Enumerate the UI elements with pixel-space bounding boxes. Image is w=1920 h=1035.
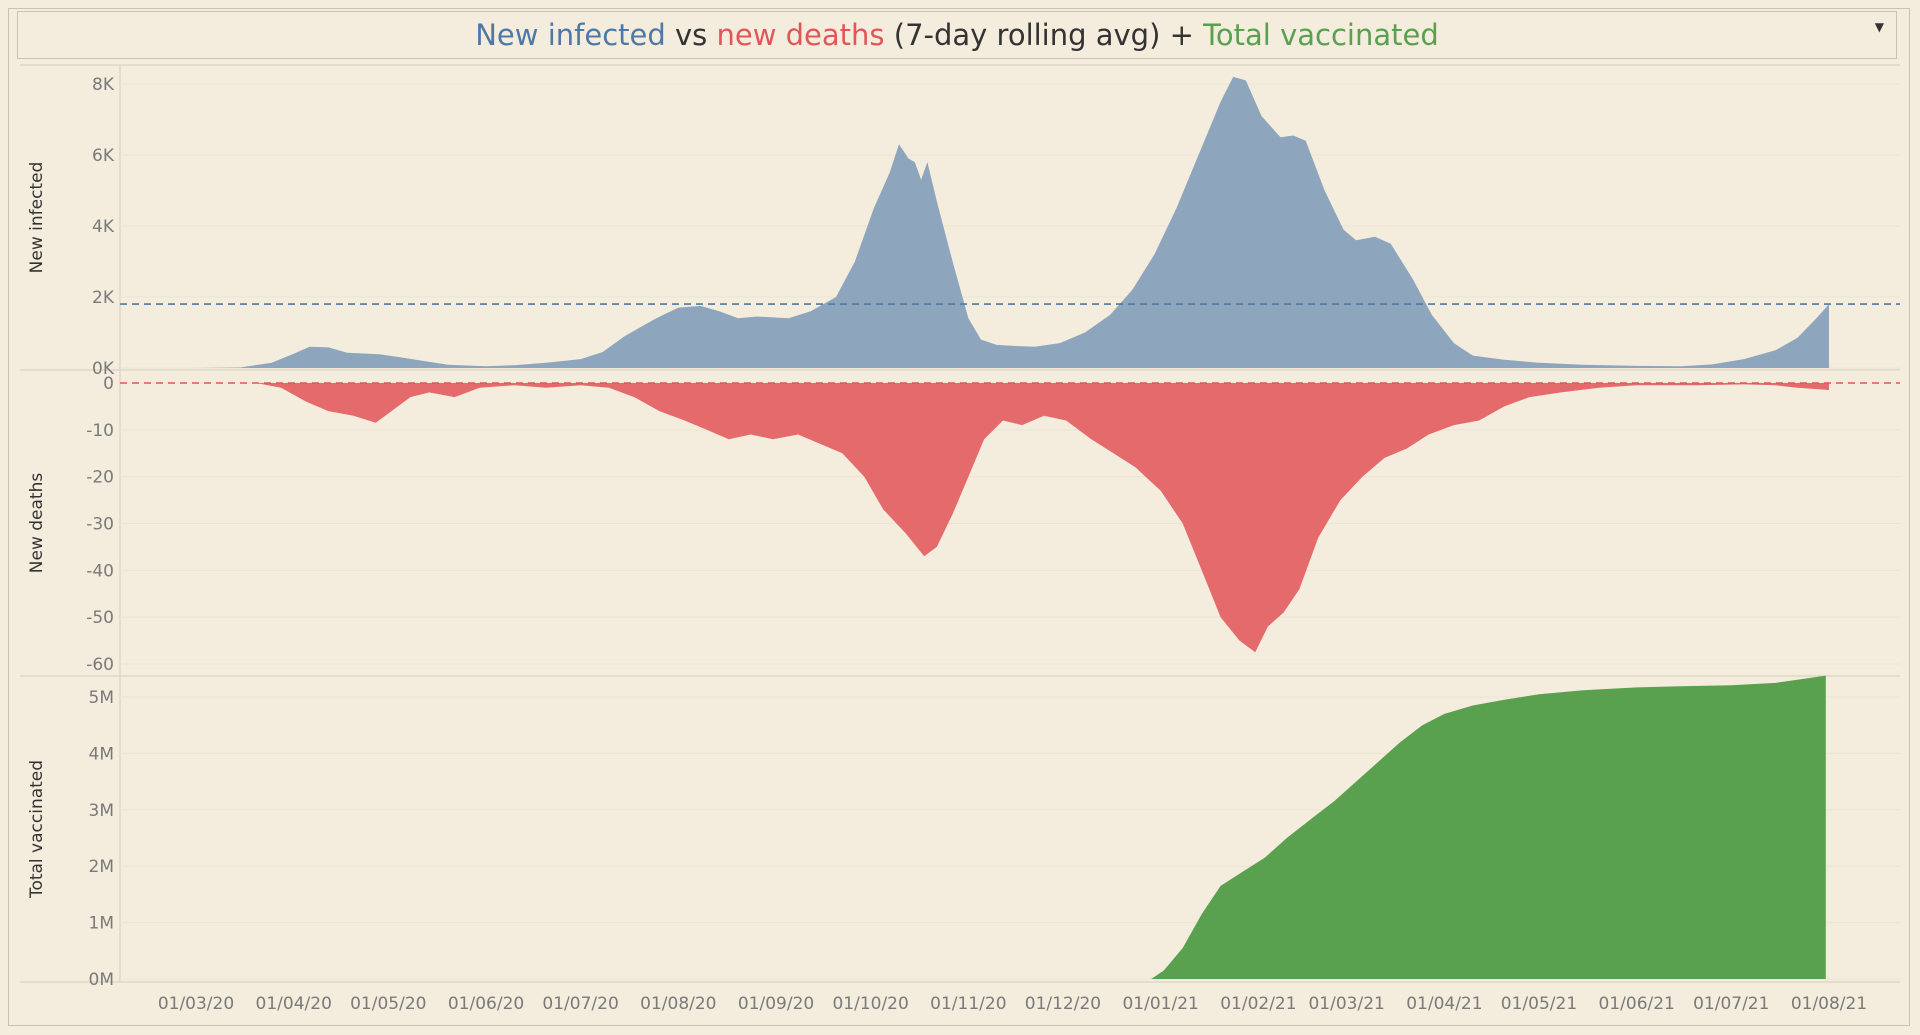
- y-tick-label: 6K: [92, 146, 115, 166]
- y-tick-label: 0M: [89, 970, 114, 990]
- x-tick-label: 01/09/20: [738, 994, 814, 1014]
- y-tick-label: 2M: [89, 857, 114, 877]
- x-tick-label: 01/01/21: [1122, 994, 1198, 1014]
- x-tick-label: 01/04/20: [256, 994, 332, 1014]
- x-tick-label: 01/06/21: [1599, 994, 1675, 1014]
- x-tick-label: 01/03/20: [158, 994, 234, 1014]
- y-tick-label: 0: [103, 374, 114, 394]
- y-axis-title-deaths: New deaths: [27, 473, 47, 574]
- area-deaths: [196, 383, 1829, 653]
- x-tick-label: 01/05/20: [350, 994, 426, 1014]
- y-tick-label: -30: [86, 515, 114, 535]
- x-tick-label: 01/08/21: [1791, 994, 1867, 1014]
- x-tick-label: 01/08/20: [640, 994, 716, 1014]
- area-infected: [196, 76, 1829, 369]
- y-tick-label: 0K: [92, 359, 115, 379]
- y-tick-label: 4M: [89, 744, 114, 764]
- y-tick-label: 5M: [89, 688, 114, 708]
- caret-down-icon[interactable]: ▼: [1874, 20, 1884, 34]
- chart-title: New infected vs new deaths (7-day rollin…: [17, 11, 1897, 59]
- y-tick-label: -10: [86, 421, 114, 441]
- title-deaths: new deaths: [716, 18, 885, 52]
- x-tick-label: 01/05/21: [1501, 994, 1577, 1014]
- y-tick-label: -20: [86, 468, 114, 488]
- x-tick-label: 01/07/21: [1693, 994, 1769, 1014]
- x-tick-label: 01/07/20: [542, 994, 618, 1014]
- title-avg: (7-day rolling avg) +: [884, 18, 1204, 52]
- title-vaccinated: Total vaccinated: [1203, 18, 1439, 52]
- y-tick-label: -60: [86, 655, 114, 675]
- y-tick-label: 1M: [89, 914, 114, 934]
- title-infected: New infected: [475, 18, 666, 52]
- x-tick-label: 01/11/20: [930, 994, 1006, 1014]
- y-tick-label: 2K: [92, 288, 115, 308]
- y-tick-label: -50: [86, 608, 114, 628]
- y-tick-label: 8K: [92, 75, 115, 95]
- x-tick-label: 01/10/20: [832, 994, 908, 1014]
- y-tick-label: 3M: [89, 801, 114, 821]
- x-tick-label: 01/12/20: [1025, 994, 1101, 1014]
- x-tick-label: 01/06/20: [448, 994, 524, 1014]
- y-axis-title-infected: New infected: [27, 162, 47, 274]
- area-vaccinated: [196, 675, 1826, 979]
- x-tick-label: 01/02/21: [1220, 994, 1296, 1014]
- y-tick-label: 4K: [92, 217, 115, 237]
- title-vs: vs: [665, 18, 717, 52]
- y-axis-title-vaccinated: Total vaccinated: [27, 760, 47, 899]
- x-tick-label: 01/03/21: [1308, 994, 1384, 1014]
- y-tick-label: -40: [86, 561, 114, 581]
- dashboard-frame: [8, 8, 1910, 1026]
- x-tick-label: 01/04/21: [1406, 994, 1482, 1014]
